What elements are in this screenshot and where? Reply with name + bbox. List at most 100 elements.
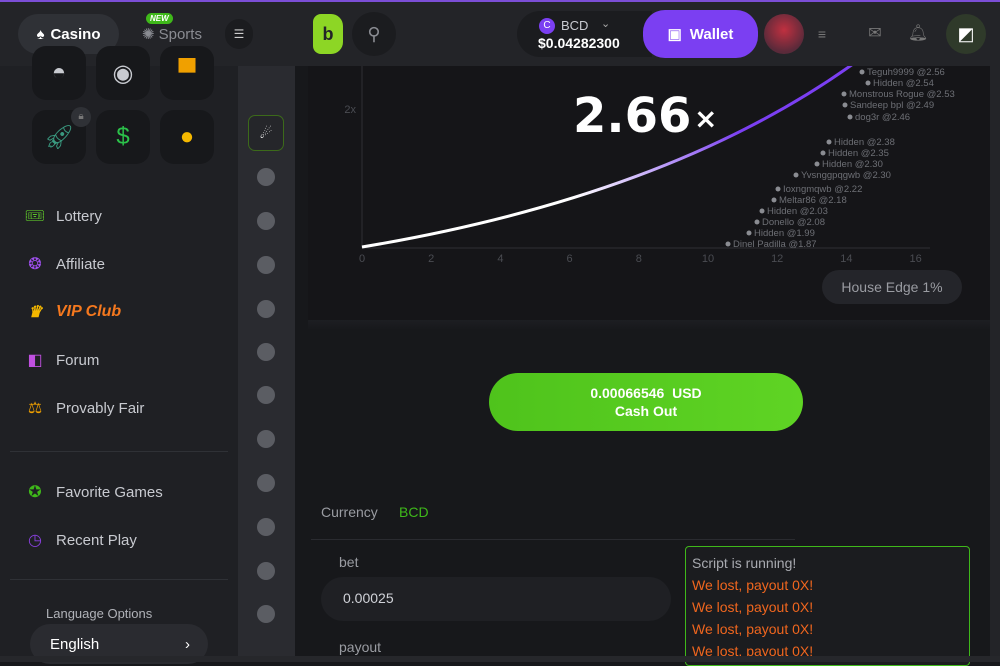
affiliate-icon: ❂: [28, 256, 42, 273]
sidebar-item-forum[interactable]: ◧ Forum: [24, 350, 99, 370]
x-tick-label: 4: [497, 253, 503, 265]
game-tile[interactable]: ◓: [32, 46, 86, 100]
game-icon-column: ☄: [238, 66, 295, 662]
bc-logo[interactable]: b: [313, 14, 343, 54]
user-avatar[interactable]: [764, 14, 804, 54]
game-tile[interactable]: ◉: [96, 46, 150, 100]
bet-input[interactable]: 0.00025: [321, 577, 671, 621]
player-dot: [746, 230, 752, 236]
language-title: Language Options: [46, 606, 153, 621]
bet-label: bet: [339, 554, 359, 570]
player-cashout-label: Hidden @2.35: [828, 148, 889, 159]
player-cashout-label: Donello @2.08: [762, 217, 825, 228]
player-dot: [771, 197, 777, 203]
balance-selector[interactable]: C BCD ⌄ $0.04282300: [517, 11, 652, 57]
balance-value: $0.04282300: [538, 35, 620, 51]
game-icon[interactable]: [257, 605, 275, 623]
log-line: We lost, payout 0X!: [692, 599, 814, 615]
main-panel: 0 2 4 6 8 10 12 14 16 2x Teguh9999 @2.56 Hidden @2.…: [295, 62, 990, 666]
graph-floor: [308, 320, 990, 330]
cards-icon[interactable]: [257, 562, 275, 580]
top-bar: ♠ Casino ✺ Sports NEW ☰ b ⚲ C BCD ⌄ $0.042…: [0, 2, 1000, 66]
game-icon[interactable]: [257, 300, 275, 318]
mail-button[interactable]: ✉: [860, 18, 890, 48]
sidebar-item-lottery[interactable]: 🎟︎ Lottery: [24, 207, 102, 226]
game-tile-coin[interactable]: ●: [160, 110, 214, 164]
scale-icon: ⚖: [27, 400, 43, 417]
divider: [10, 451, 228, 452]
player-cashout-label: Hidden @2.30: [822, 159, 883, 170]
player-cashout-label: Hidden @2.38: [834, 137, 895, 148]
log-line: We lost, payout 0X!: [692, 577, 814, 593]
player-cashout-label: Monstrous Rogue @2.53: [849, 89, 955, 100]
crash-game-icon[interactable]: ☄: [248, 115, 284, 151]
player-dot: [859, 69, 865, 75]
crown-icon: ♛: [27, 304, 43, 321]
top-accent-line: [0, 0, 1000, 2]
dice-icon[interactable]: [257, 168, 275, 186]
game-tile-rocket[interactable]: 🚀︎: [32, 110, 86, 164]
mail-icon: ✉: [868, 25, 882, 42]
game-icon[interactable]: [257, 212, 275, 230]
cash-out-button[interactable]: 0.00066546 USD Cash Out: [489, 373, 803, 431]
x-tick-label: 14: [840, 253, 852, 265]
sidebar-item-affiliate[interactable]: ❂ Affiliate: [24, 254, 105, 274]
sidebar-item-favorite-games[interactable]: ✪ Favorite Games: [24, 482, 162, 502]
currency-value[interactable]: BCD: [399, 504, 429, 520]
sidebar: ◓ ◉ ▀ 🚀︎ 🔒︎ $ ● 🎟︎ Lottery ❂ Affiliate ♛ VI…: [0, 46, 238, 664]
scrollbar[interactable]: [990, 66, 1000, 662]
wallet-icon: ▣: [667, 26, 682, 43]
player-dot: [754, 219, 760, 225]
game-icon[interactable]: [257, 430, 275, 448]
spade-icon: ♠: [36, 25, 45, 43]
player-cashout-label: Dinel Padilla @1.87: [733, 239, 817, 250]
wallet-button[interactable]: ▣ Wallet: [643, 10, 758, 58]
player-cashout-label: dog3r @2.46: [855, 112, 910, 123]
player-dot: [759, 208, 765, 214]
player-dot: [842, 102, 848, 108]
ticket-icon: 🎟︎: [24, 208, 46, 225]
player-cashout-label: Meltar86 @2.18: [779, 195, 847, 206]
notifications-button[interactable]: 🔔︎: [903, 18, 933, 48]
x-tick-label: 8: [636, 253, 642, 265]
sports-tab[interactable]: ✺ Sports NEW: [142, 13, 202, 43]
bomb-icon[interactable]: [257, 518, 275, 536]
game-tile-price-tag[interactable]: $: [96, 110, 150, 164]
menu-button[interactable]: ☰: [225, 19, 253, 49]
sidebar-item-recent-play[interactable]: ◷ Recent Play: [24, 530, 137, 550]
chat-icon: ◩: [957, 23, 975, 44]
game-icon[interactable]: [257, 474, 275, 492]
chevron-right-icon: ›: [185, 635, 190, 653]
x-tick-label: 16: [909, 253, 921, 265]
player-dot: [775, 186, 781, 192]
sports-icon: ✺: [142, 26, 155, 43]
new-badge: NEW: [146, 13, 173, 24]
star-icon: ✪: [28, 484, 42, 501]
wheel-icon[interactable]: [257, 343, 275, 361]
x-tick-label: 2: [428, 253, 434, 265]
bomb-icon[interactable]: [257, 256, 275, 274]
clock-icon: ◷: [28, 532, 42, 549]
multiplier-value: 2.66: [573, 88, 691, 144]
crash-curve: [361, 62, 854, 249]
search-button[interactable]: ⚲: [352, 12, 396, 56]
player-dot: [841, 91, 847, 97]
game-tile[interactable]: ▀: [160, 46, 214, 100]
currency-label: Currency: [321, 504, 378, 520]
player-dot: [793, 172, 799, 178]
chat-button[interactable]: ◩: [946, 14, 986, 54]
chat-list-button[interactable]: ≡: [817, 26, 827, 42]
x-tick-label: 6: [567, 253, 573, 265]
egg-icon[interactable]: [257, 386, 275, 404]
sidebar-item-provably-fair[interactable]: ⚖ Provably Fair: [24, 398, 145, 418]
search-icon: ⚲: [367, 23, 381, 44]
sidebar-item-vip-club[interactable]: ♛ VIP Club: [24, 302, 121, 322]
log-line: Script is running!: [692, 555, 797, 571]
payout-label: payout: [339, 639, 382, 655]
player-cashout-label: Hidden @1.99: [754, 228, 815, 239]
player-cashout-label: Hidden @2.54: [873, 78, 934, 89]
player-dot: [826, 139, 832, 145]
x-tick-label: 0: [359, 253, 365, 265]
lock-icon: 🔒︎: [71, 107, 91, 127]
